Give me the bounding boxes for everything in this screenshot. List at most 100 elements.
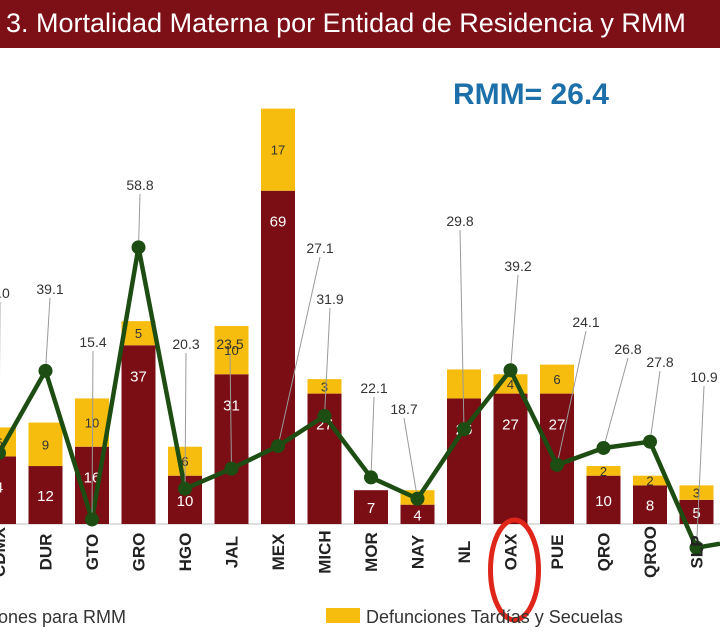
bar-late — [307, 379, 342, 394]
category-label: SLP — [688, 535, 707, 568]
rmm-value: RMM= 26.4 — [453, 78, 609, 111]
bar-late-label: 2 — [646, 474, 653, 489]
bar-rmm-label: 27 — [502, 417, 519, 434]
rmm-value-label: 58.8 — [126, 177, 153, 193]
rmm-value-label: 20.3 — [172, 336, 199, 352]
bar-late — [261, 108, 295, 191]
rmm-value-label: 15.4 — [79, 334, 106, 350]
rmm-point — [689, 540, 704, 555]
rmm-value-label: 22.1 — [360, 380, 387, 396]
bar-late-label: 5 — [135, 326, 142, 341]
rmm-leader — [649, 370, 661, 442]
rmm-point — [85, 512, 99, 527]
category-label: NL — [455, 541, 474, 564]
bar-rmm — [633, 485, 667, 524]
bar-late-label: 17 — [271, 143, 285, 158]
legend-label-rmm: ones para RMM — [0, 607, 127, 627]
category-label: GRO — [130, 533, 149, 572]
category-label: HGO — [176, 533, 195, 572]
bar-late — [28, 422, 63, 467]
category-label: QRO — [595, 533, 614, 572]
rmm-point — [596, 440, 611, 455]
bar-rmm — [400, 504, 435, 524]
rmm-value-label: 23.5 — [216, 336, 243, 352]
category-label: DUR — [37, 534, 56, 571]
rmm-point — [224, 461, 239, 476]
rmm-leader — [138, 193, 141, 248]
rmm-leader — [370, 396, 375, 478]
rmm-value-label: 24.1 — [572, 314, 599, 330]
bar-rmm-label: 37 — [130, 368, 147, 385]
bar-late-label: 10 — [85, 416, 99, 431]
bar-late-label: 3 — [321, 379, 328, 394]
rmm-leader — [696, 385, 705, 548]
rmm-leader — [277, 256, 321, 447]
rmm-point — [550, 457, 564, 472]
rmm-value-label: 27.8 — [646, 354, 673, 370]
category-label: JAL — [223, 536, 242, 568]
rmm-value-label: 39.1 — [36, 281, 63, 297]
bar-rmm-label: 31 — [223, 397, 240, 414]
rmm-value-label: 26.8 — [614, 341, 641, 357]
bar-late-label: 9 — [42, 437, 49, 452]
bar-late-label: 6 — [0, 435, 3, 450]
bar-rmm-label: 27 — [549, 417, 566, 434]
category-label: PUE — [548, 535, 567, 570]
rmm-leader — [603, 357, 629, 449]
category-label: MEX — [269, 533, 288, 571]
rmm-value-label: 27.1 — [306, 240, 333, 256]
rmm-leader — [229, 352, 232, 469]
bar-rmm-label: 5 — [692, 505, 700, 522]
category-label: GTO — [83, 534, 102, 571]
rmm-point — [317, 408, 332, 423]
bar-rmm — [493, 393, 528, 524]
legend-swatch-late — [326, 608, 360, 623]
category-label: MICH — [316, 530, 335, 573]
rmm-point — [38, 363, 53, 378]
rmm-value-label: 6.0 — [0, 285, 10, 301]
bar-late-label: 2 — [600, 464, 607, 479]
bar-rmm — [121, 345, 156, 524]
rmm-leader — [184, 352, 187, 489]
bar-rmm — [28, 466, 63, 524]
bar-rmm — [354, 490, 388, 524]
bar-late — [540, 364, 574, 394]
rmm-point — [457, 422, 471, 437]
bar-rmm-label: 69 — [270, 214, 287, 231]
rmm-leader — [510, 274, 519, 371]
rmm-point — [0, 446, 6, 460]
header-bar: 3. Mortalidad Materna por Entidad de Res… — [0, 0, 720, 48]
bar-rmm-label: 10 — [595, 493, 612, 510]
page-title: 3. Mortalidad Materna por Entidad de Res… — [6, 8, 686, 38]
rmm-value-label: 29.8 — [446, 213, 473, 229]
rmm-leader — [556, 330, 587, 465]
bar-rmm — [261, 190, 295, 525]
category-label: MOR — [362, 532, 381, 572]
bar-late — [214, 325, 249, 375]
bar-rmm — [0, 456, 16, 524]
legend-label-late: Defunciones Tardías y Secuelas — [366, 607, 623, 627]
rmm-value-label: 10.9 — [690, 369, 717, 385]
bar-rmm-label: 7 — [367, 500, 375, 517]
bar-rmm-label: 12 — [37, 488, 54, 505]
category-label: QROO — [641, 526, 660, 578]
rmm-point — [271, 439, 285, 454]
rmm-point — [410, 491, 425, 506]
rmm-value-label: 31.9 — [316, 291, 343, 307]
rmm-leader — [459, 229, 465, 430]
bar-late-label: 4 — [507, 377, 514, 392]
bar-late — [586, 466, 621, 476]
bar-late-label: 3 — [693, 486, 700, 501]
bar-rmm-label: 10 — [177, 493, 194, 510]
rmm-leader — [91, 350, 94, 520]
rmm-leader — [324, 307, 331, 417]
bar-rmm-label: 4 — [0, 479, 3, 496]
rmm-point — [364, 470, 378, 485]
bar-rmm-label: 4 — [413, 507, 421, 524]
category-label: NAY — [409, 534, 428, 569]
category-label: OAX — [502, 533, 521, 571]
highlight-circle — [488, 517, 541, 623]
rmm-value-label: 18.7 — [390, 401, 417, 417]
rmm-point — [643, 434, 657, 449]
